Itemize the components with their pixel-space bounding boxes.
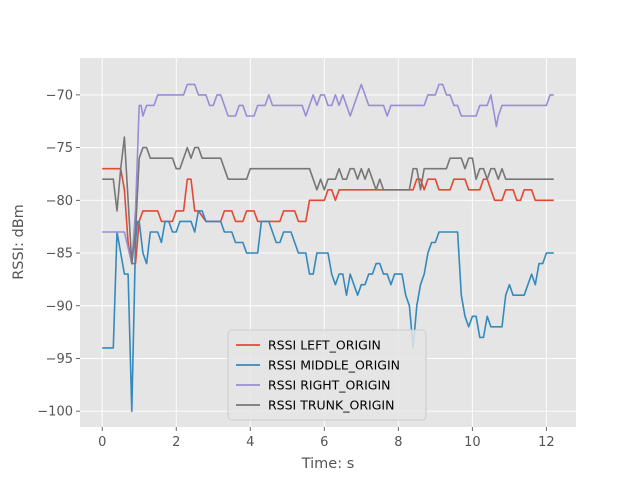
legend-entry: RSSI RIGHT_ORIGIN [268, 378, 391, 393]
y-tick-label: −90 [46, 299, 73, 314]
x-tick-label: 0 [98, 435, 106, 450]
y-tick-label: −85 [46, 247, 73, 262]
legend: RSSI LEFT_ORIGIN RSSI MIDDLE_ORIGIN RSSI R… [227, 329, 427, 421]
series-line [102, 167, 554, 265]
y-tick-label: −80 [46, 194, 73, 209]
y-tick-label: −75 [46, 141, 73, 156]
x-axis-label: Time: s [301, 456, 355, 472]
x-tick-label: 6 [320, 435, 328, 450]
legend-entry: RSSI TRUNK_ORIGIN [268, 398, 394, 413]
legend-entry: RSSI LEFT_ORIGIN [268, 338, 381, 353]
x-tick-label: 2 [172, 435, 180, 450]
legend-entry: RSSI MIDDLE_ORIGIN [268, 358, 400, 373]
y-tick-label: −70 [46, 88, 73, 103]
x-tick-label: 10 [464, 435, 481, 450]
x-tick-label: 12 [538, 435, 555, 450]
y-tick-label: −100 [37, 405, 73, 420]
x-tick-label: 4 [246, 435, 254, 450]
series-lines [102, 83, 554, 412]
y-tick-label: −95 [46, 352, 73, 367]
y-axis-label: RSSI: dBm [11, 204, 27, 280]
axis-ticks: 0 2 4 6 8 10 12 −100 −95 −90 −85 −80 −75 −70 [37, 88, 554, 450]
series-line [102, 83, 554, 265]
series-line [102, 136, 554, 265]
legend-box [227, 329, 427, 421]
x-tick-label: 8 [394, 435, 402, 450]
series-line [102, 210, 554, 412]
